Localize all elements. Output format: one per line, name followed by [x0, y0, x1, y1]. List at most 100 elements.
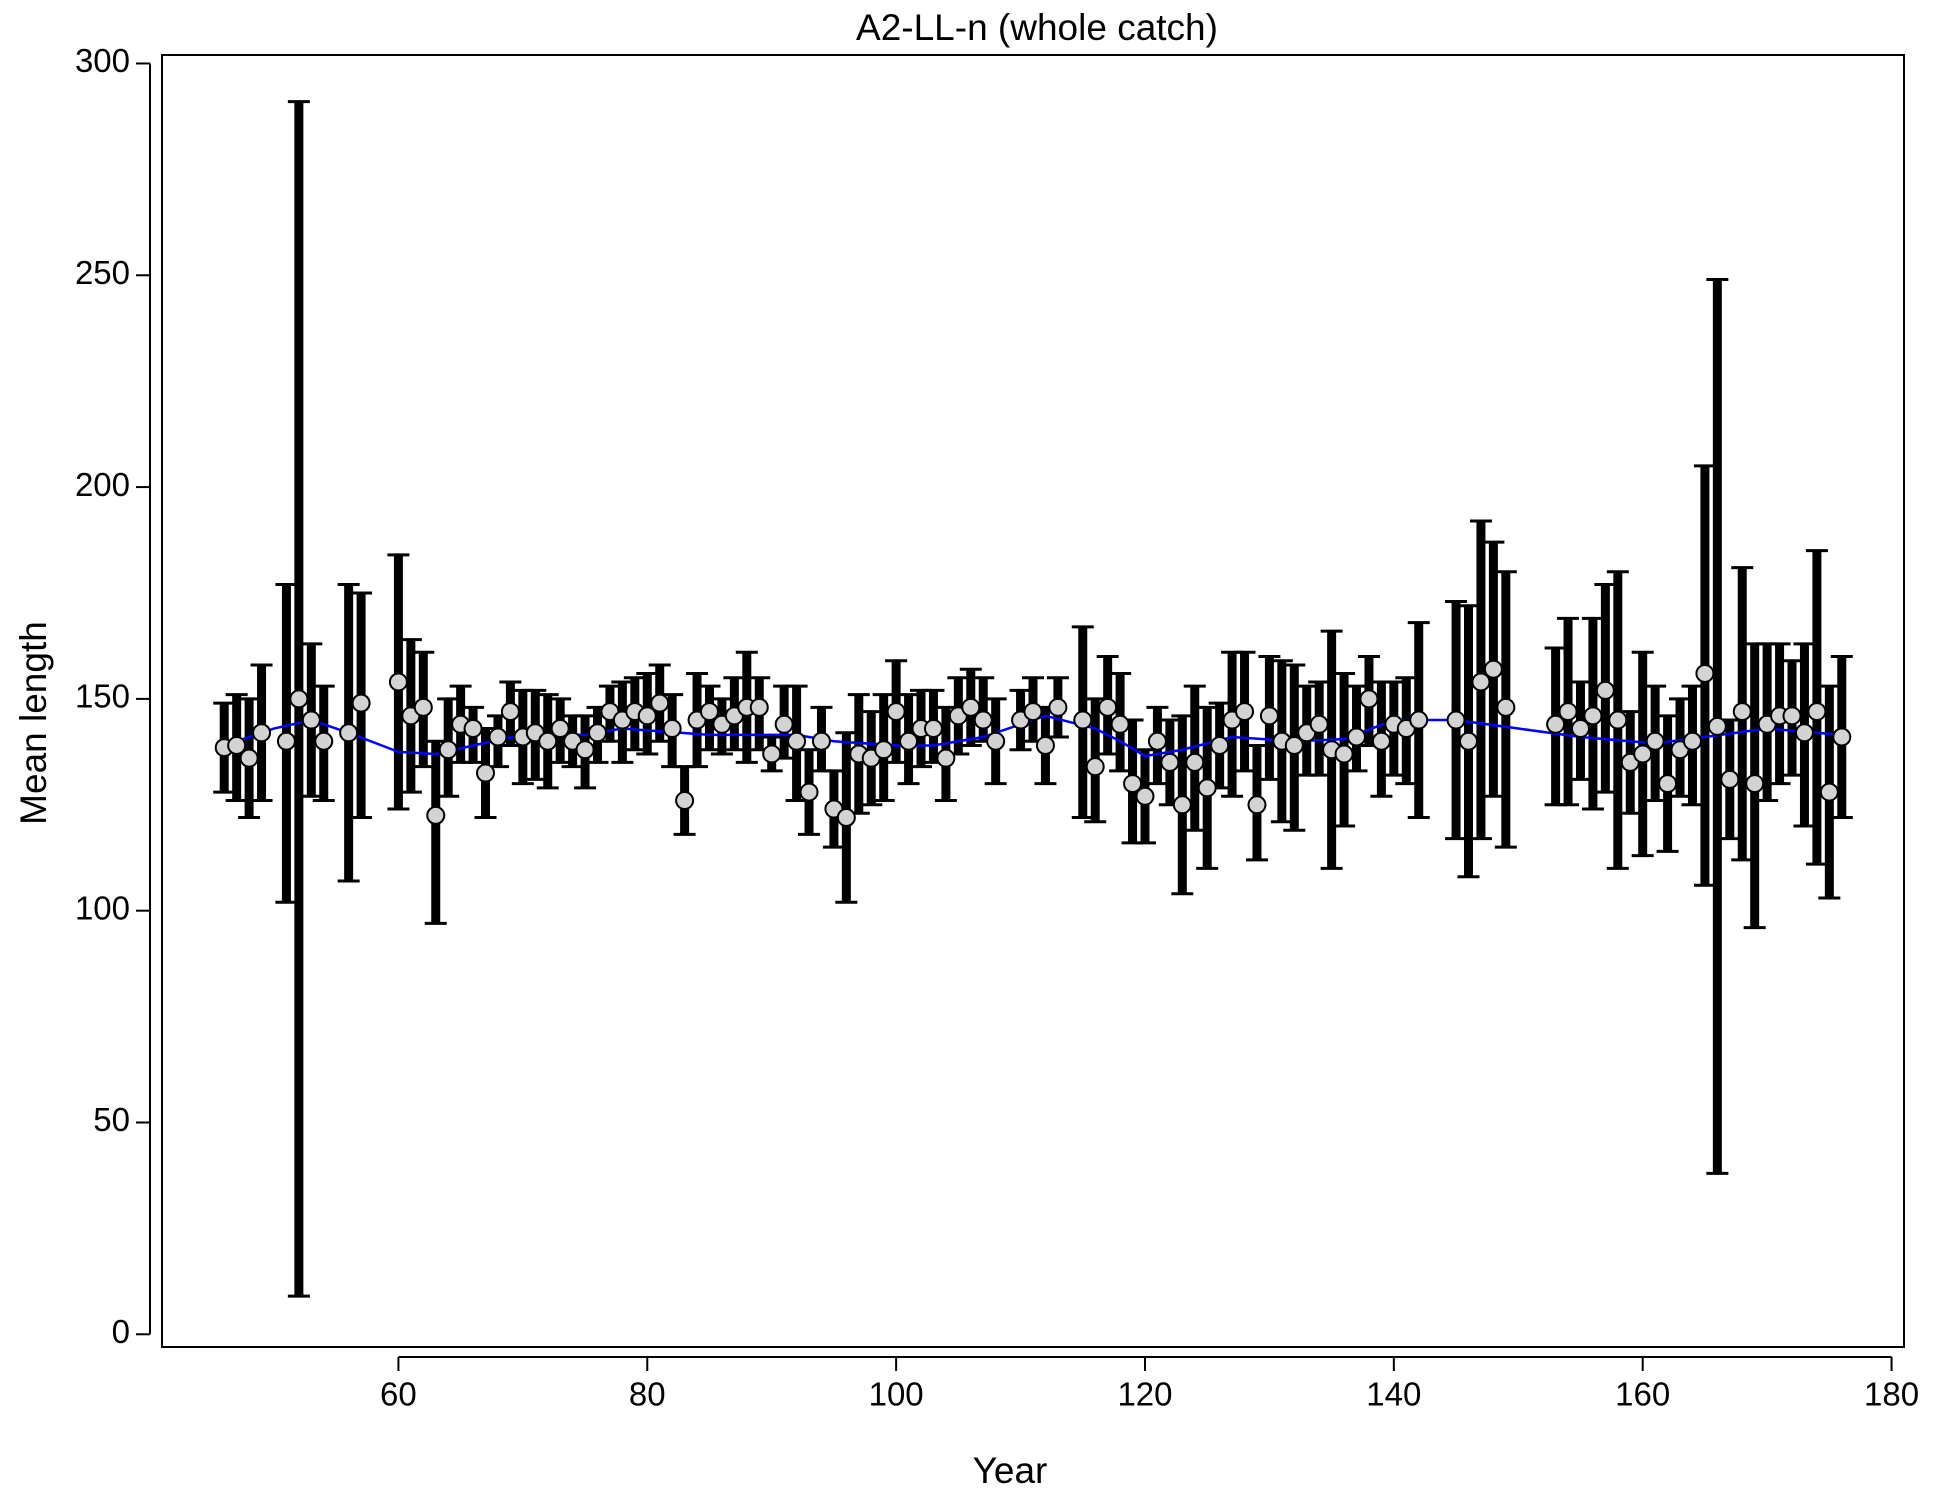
point: [1085, 757, 1105, 777]
point: [488, 727, 508, 747]
point: [1819, 782, 1839, 802]
point: [588, 723, 607, 743]
point: [1073, 710, 1093, 730]
point: [1496, 697, 1516, 717]
y-tick-label: 50: [93, 1101, 130, 1138]
point: [1147, 731, 1167, 751]
point: [874, 740, 894, 760]
point: [836, 807, 856, 827]
point: [1284, 735, 1304, 755]
point: [314, 731, 334, 751]
point: [426, 805, 446, 825]
point: [811, 731, 831, 751]
y-tick-label: 100: [75, 889, 130, 926]
point: [637, 706, 657, 726]
point: [1160, 752, 1180, 772]
point: [1720, 769, 1740, 789]
y-tick-label: 200: [75, 466, 130, 503]
point: [1247, 795, 1267, 815]
point: [438, 740, 458, 760]
y-tick-label: 300: [75, 42, 130, 79]
point: [1483, 659, 1503, 679]
point: [787, 731, 807, 751]
point: [476, 763, 496, 783]
point: [1570, 719, 1590, 739]
x-tick-label: 160: [1615, 1376, 1670, 1413]
point: [1309, 714, 1329, 734]
point: [762, 744, 782, 764]
point: [1471, 672, 1491, 692]
point: [936, 748, 956, 768]
x-tick-label: 120: [1117, 1376, 1172, 1413]
point: [1794, 723, 1814, 743]
error-bar: [424, 739, 447, 925]
x-tick-label: 60: [380, 1376, 417, 1413]
point: [1135, 786, 1155, 806]
point: [1123, 774, 1143, 794]
point: [774, 714, 794, 734]
point: [1048, 697, 1068, 717]
point: [1645, 731, 1665, 751]
point: [388, 672, 408, 692]
point: [1745, 774, 1765, 794]
point: [799, 782, 819, 802]
point: [1172, 795, 1192, 815]
point: [749, 697, 769, 717]
point: [1446, 710, 1466, 730]
point: [301, 710, 321, 730]
point: [1371, 731, 1391, 751]
point: [1098, 697, 1118, 717]
x-tick-label: 100: [869, 1376, 924, 1413]
point: [1197, 778, 1217, 798]
point: [1546, 714, 1566, 734]
point: [1832, 727, 1852, 747]
point: [1583, 706, 1603, 726]
point: [339, 723, 359, 743]
point: [1658, 774, 1678, 794]
point: [1359, 689, 1379, 709]
chart-title: A2-LL-n (whole catch): [856, 7, 1218, 48]
y-tick-label: 150: [75, 678, 130, 715]
point: [1732, 702, 1752, 722]
point: [1210, 735, 1230, 755]
point: [1807, 702, 1827, 722]
point: [1682, 731, 1702, 751]
point: [973, 710, 993, 730]
point: [986, 731, 1006, 751]
point: [1110, 714, 1130, 734]
point: [923, 719, 943, 739]
y-tick-label: 0: [112, 1313, 130, 1350]
point: [463, 719, 483, 739]
point: [239, 748, 259, 768]
point: [699, 702, 719, 722]
point: [276, 731, 296, 751]
point: [1633, 744, 1653, 764]
point: [351, 693, 371, 713]
point: [500, 702, 520, 722]
point: [1695, 663, 1715, 683]
point: [899, 731, 919, 751]
point: [1023, 702, 1043, 722]
point: [662, 719, 682, 739]
point: [1259, 706, 1279, 726]
point: [1595, 680, 1615, 700]
point: [1782, 706, 1802, 726]
point: [1608, 710, 1628, 730]
point: [550, 719, 570, 739]
x-tick-label: 180: [1864, 1376, 1919, 1413]
point: [650, 693, 670, 713]
x-axis-label: Year: [973, 1450, 1048, 1491]
y-axis-label: Mean length: [13, 621, 54, 825]
point: [1185, 752, 1205, 772]
x-tick-label: 80: [629, 1376, 666, 1413]
point: [1235, 702, 1255, 722]
y-tick-label: 250: [75, 254, 130, 291]
point: [1035, 735, 1055, 755]
point: [252, 723, 272, 743]
x-tick-label: 140: [1366, 1376, 1421, 1413]
point: [1409, 710, 1429, 730]
point: [1707, 716, 1727, 736]
point: [575, 740, 595, 760]
point: [886, 702, 906, 722]
